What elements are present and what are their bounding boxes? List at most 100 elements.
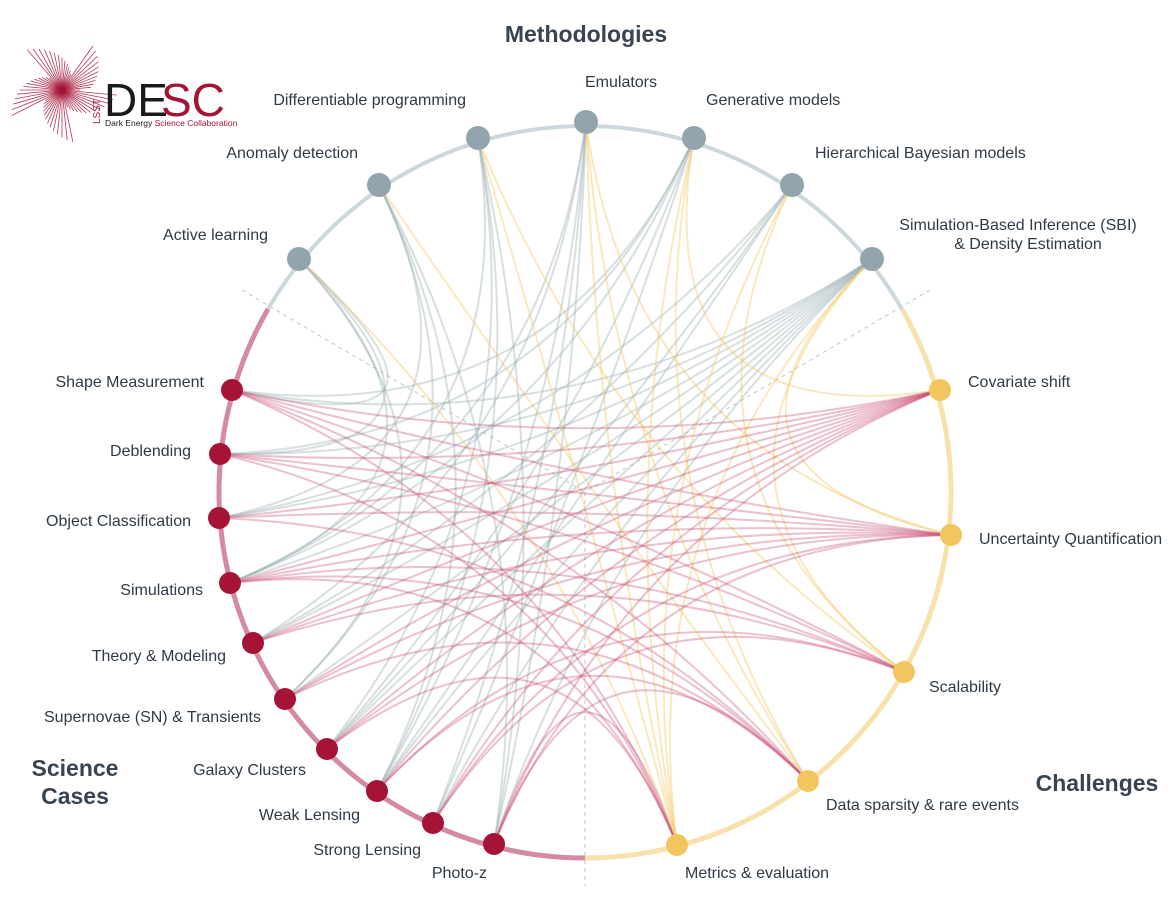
- chord-link: [326, 137, 493, 750]
- chord-link: [685, 137, 941, 397]
- chord-link: [298, 258, 678, 846]
- challenge-node: [940, 524, 962, 546]
- science-node: [209, 443, 231, 465]
- chord-link: [218, 517, 809, 782]
- chord-link: [585, 121, 952, 536]
- chord-link: [493, 258, 873, 845]
- science-label: Strong Lensing: [313, 842, 421, 859]
- science-label: Shape Measurement: [55, 374, 204, 391]
- chord-link: [376, 184, 793, 792]
- methodology-label: Emulators: [585, 74, 657, 91]
- logo-wordmark-sc: SC: [161, 74, 225, 126]
- chord-link: [284, 389, 941, 700]
- challenge-node: [797, 770, 819, 792]
- chord-link: [218, 258, 873, 519]
- chord-link: [231, 389, 678, 846]
- chord-link: [219, 453, 952, 536]
- methodology-node: [287, 247, 311, 271]
- chord-link: [231, 258, 389, 406]
- challenges-title: Challenges: [1036, 770, 1159, 796]
- methodologies-title: Methodologies: [505, 21, 667, 47]
- chord-link: [231, 389, 952, 536]
- chord-link: [231, 389, 905, 673]
- chord-link: [376, 184, 457, 792]
- methodology-node: [466, 126, 490, 150]
- chord-link: [252, 258, 873, 644]
- methodology-label: Generative models: [706, 92, 840, 109]
- ring-science-cases: [216, 307, 586, 861]
- science-label: Galaxy Clusters: [193, 762, 306, 779]
- chord-link: [376, 137, 499, 792]
- chord-link: [219, 137, 695, 455]
- methodology-label: Simulation-Based Inference (SBI): [899, 217, 1136, 234]
- science-node: [219, 572, 241, 594]
- chord-link: [219, 453, 678, 846]
- chord-link: [376, 258, 873, 792]
- chord-link: [326, 676, 678, 846]
- chord-link: [229, 527, 952, 584]
- chord-link: [432, 635, 905, 824]
- science-node: [366, 780, 388, 802]
- challenge-label: Scalability: [929, 679, 1001, 696]
- chord-link: [585, 121, 678, 846]
- challenge-node: [666, 834, 688, 856]
- chord-link: [218, 184, 793, 519]
- chord-link: [376, 389, 941, 792]
- science-label: Deblending: [110, 443, 191, 460]
- science-node: [274, 688, 296, 710]
- divider-line: [241, 289, 586, 493]
- chord-link: [493, 711, 678, 846]
- challenge-node: [929, 379, 951, 401]
- chord-link: [674, 137, 809, 782]
- methodology-label: Differentiable programming: [273, 92, 466, 109]
- chord-link: [284, 184, 434, 700]
- science-cases-title-line2: Cases: [41, 783, 109, 809]
- science-label: Photo-z: [432, 865, 487, 882]
- chord-link: [219, 258, 873, 456]
- chord-links: [218, 121, 952, 846]
- methodology-node: [682, 126, 706, 150]
- chord-link: [376, 630, 905, 792]
- chord-link: [326, 184, 793, 750]
- logo-side-text: LSST: [92, 99, 103, 124]
- methodology-label: Anomaly detection: [226, 145, 358, 162]
- chord-link: [219, 258, 386, 456]
- methodology-node: [860, 247, 884, 271]
- chord-link: [284, 533, 952, 700]
- chord-link: [229, 258, 873, 584]
- chord-link: [493, 534, 952, 845]
- chord-link: [646, 137, 695, 846]
- chord-link: [326, 389, 941, 750]
- methodology-node: [367, 173, 391, 197]
- chord-link: [378, 184, 508, 845]
- chord-link: [326, 137, 695, 750]
- chord-link: [218, 511, 952, 536]
- methodology-node: [574, 110, 598, 134]
- science-label: Simulations: [120, 582, 203, 599]
- chord-nodes: [208, 110, 962, 856]
- chord-link: [493, 689, 809, 845]
- science-node: [483, 833, 505, 855]
- chord-link: [229, 565, 905, 673]
- chord-link: [432, 389, 941, 824]
- chord-link: [477, 137, 678, 846]
- chord-link: [252, 593, 905, 673]
- chord-link: [493, 121, 587, 845]
- chord-link: [326, 533, 952, 750]
- chord-link: [229, 578, 678, 846]
- chord-link: [585, 121, 809, 782]
- lsst-desc-logo: LSST DE SC Dark Energy Science Collabora…: [11, 45, 238, 143]
- science-node: [242, 632, 264, 654]
- methodology-node: [780, 173, 804, 197]
- challenge-node: [893, 661, 915, 683]
- science-label: Supernovae (SN) & Transients: [44, 709, 261, 726]
- chord-link: [231, 137, 695, 397]
- chord-link: [231, 258, 873, 406]
- chord-link: [477, 137, 525, 845]
- chord-link: [432, 258, 873, 824]
- chord-link: [477, 137, 905, 673]
- logo-subtitle: Dark Energy Science Collaboration: [105, 118, 238, 128]
- chord-link: [229, 575, 809, 782]
- chord-link: [229, 137, 486, 584]
- science-label: Weak Lensing: [259, 807, 360, 824]
